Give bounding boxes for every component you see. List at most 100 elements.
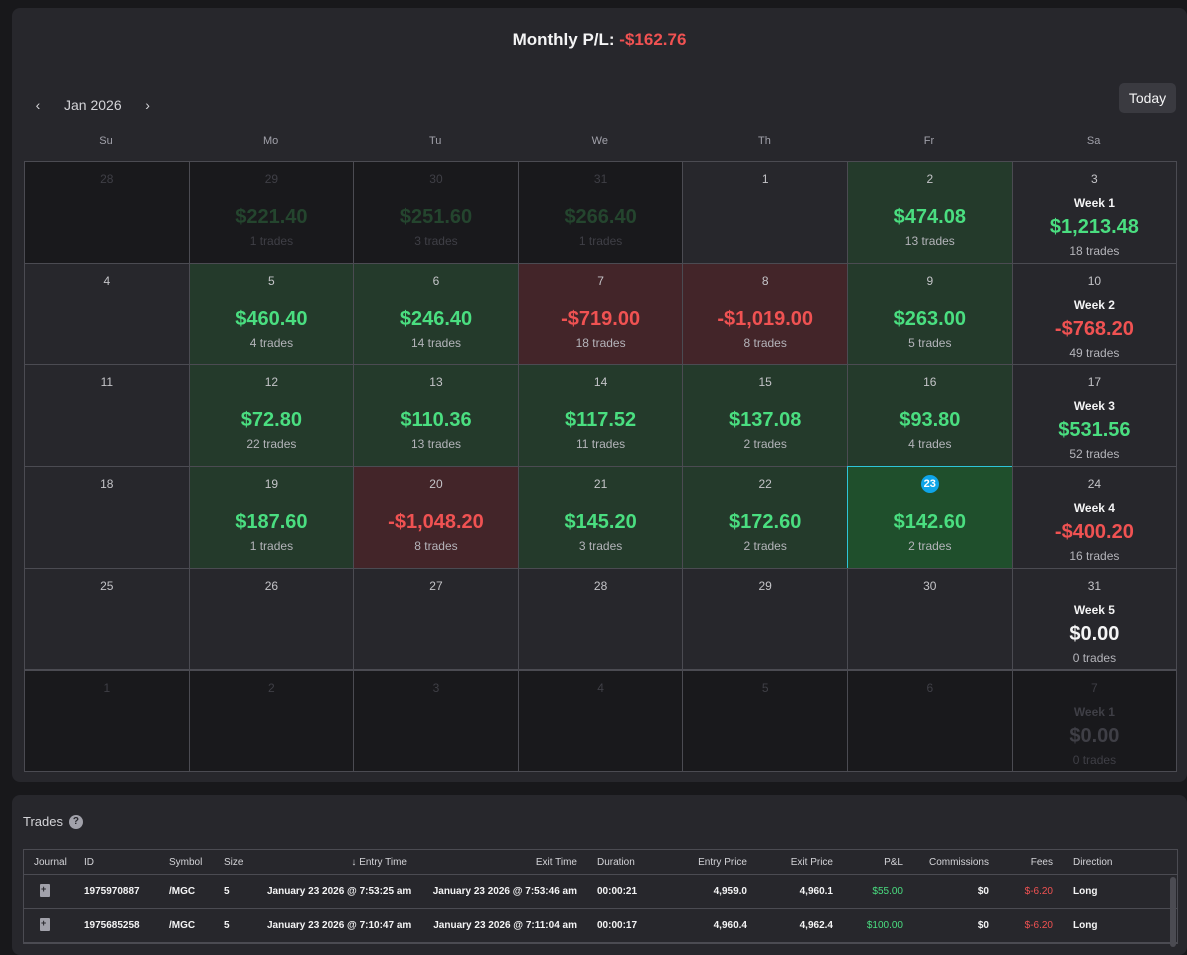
column-header-duration[interactable]: Duration bbox=[597, 856, 635, 868]
weekday-label-mo: Mo bbox=[262, 135, 279, 147]
column-header-exit-price[interactable]: Exit Price bbox=[790, 856, 833, 868]
cell-pl: $55.00 bbox=[872, 886, 903, 897]
day-cell[interactable]: 25 bbox=[24, 567, 190, 671]
selected-day-badge: 23 bbox=[920, 475, 939, 494]
day-cell: 28 bbox=[24, 161, 190, 264]
cell-journal[interactable] bbox=[24, 883, 74, 900]
day-cell[interactable]: 14 $117.52 11 trades bbox=[517, 364, 684, 468]
cell-journal[interactable] bbox=[24, 917, 74, 934]
day-cell[interactable]: 13 $110.36 13 trades bbox=[353, 364, 519, 468]
day-cell[interactable]: 11 bbox=[24, 364, 190, 468]
day-cell[interactable]: 27 bbox=[353, 567, 519, 671]
column-header-id[interactable]: ID bbox=[84, 856, 94, 868]
day-cell: 29 $221.40 1 trades bbox=[188, 161, 355, 264]
day-cell[interactable]: 1 bbox=[682, 161, 848, 264]
journal-add-note-icon[interactable] bbox=[40, 917, 50, 931]
day-cell[interactable]: 23 $142.60 2 trades bbox=[847, 466, 1013, 569]
week-summary-cell[interactable]: 31 Week 5 $0.00 0 trades bbox=[1011, 567, 1178, 671]
next-month-chevron-right-icon[interactable]: › bbox=[145, 97, 150, 113]
week-summary-cell[interactable]: 3 Week 1 $1,213.48 18 trades bbox=[1011, 161, 1178, 264]
week-label: Week 4 bbox=[1073, 501, 1115, 516]
help-icon[interactable]: ? bbox=[68, 814, 83, 829]
cell-size: 5 bbox=[224, 920, 230, 931]
day-cell[interactable]: 5 $460.40 4 trades bbox=[188, 262, 355, 366]
day-pl-amount: $72.80 bbox=[240, 409, 302, 432]
trades-table-body: 1975970887/MGC 5 January 23 2026 @ 7:53:25… bbox=[24, 875, 1177, 943]
week-summary-cell[interactable]: 17 Week 3 $531.56 52 trades bbox=[1011, 364, 1178, 468]
column-header-direction[interactable]: Direction bbox=[1073, 856, 1113, 868]
column-header-fees[interactable]: Fees bbox=[1030, 856, 1053, 868]
day-cell[interactable]: 21 $145.20 3 trades bbox=[517, 466, 684, 569]
today-button[interactable]: Today bbox=[1119, 83, 1176, 113]
day-pl-amount: $266.40 bbox=[564, 206, 637, 228]
trade-count: 13 trades bbox=[904, 234, 955, 248]
day-cell[interactable]: 22 $172.60 2 trades bbox=[682, 466, 848, 569]
day-number: 4 bbox=[597, 680, 604, 695]
cell-direction: Long bbox=[1073, 920, 1098, 931]
week-pl-amount: -$768.20 bbox=[1054, 317, 1134, 340]
day-cell[interactable]: 19 $187.60 1 trades bbox=[188, 466, 355, 569]
day-cell[interactable]: 26 bbox=[188, 567, 355, 671]
day-cell[interactable]: 4 bbox=[24, 262, 190, 366]
day-cell[interactable]: 2 $474.08 13 trades bbox=[847, 161, 1013, 264]
monthly-pl: Monthly P/L: -$162.76 bbox=[12, 30, 1187, 50]
day-number: 13 bbox=[429, 375, 443, 390]
week-pl-amount: -$400.20 bbox=[1054, 521, 1134, 544]
day-pl-amount: -$1,048.20 bbox=[388, 511, 484, 534]
week-summary-cell[interactable]: 24 Week 4 -$400.20 16 trades bbox=[1011, 466, 1178, 569]
column-header-journal[interactable]: Journal bbox=[34, 856, 67, 868]
prev-month-chevron-left-icon[interactable]: ‹ bbox=[35, 97, 41, 113]
day-number: 17 bbox=[1087, 375, 1102, 390]
week-pl-amount: $0.00 bbox=[1069, 724, 1120, 747]
day-pl-amount: $187.60 bbox=[235, 511, 308, 534]
column-header-size[interactable]: Size bbox=[224, 856, 244, 868]
day-number: 12 bbox=[264, 375, 279, 390]
day-cell[interactable]: 20 -$1,048.20 8 trades bbox=[353, 466, 519, 569]
month-navigator: ‹ Jan 2026 › bbox=[24, 90, 162, 120]
day-pl-amount: $246.40 bbox=[399, 307, 473, 330]
day-pl-amount: $93.80 bbox=[899, 409, 961, 432]
week-summary-cell[interactable]: 10 Week 2 -$768.20 49 trades bbox=[1011, 262, 1178, 366]
day-cell[interactable]: 29 bbox=[682, 567, 848, 671]
day-cell[interactable]: 7 -$719.00 18 trades bbox=[517, 262, 684, 366]
day-cell[interactable]: 15 $137.08 2 trades bbox=[682, 364, 848, 468]
day-cell[interactable]: 30 bbox=[847, 567, 1013, 671]
cell-size: 5 bbox=[224, 886, 230, 897]
day-number: 20 bbox=[429, 477, 443, 492]
trade-count: 2 trades bbox=[908, 539, 952, 554]
day-cell[interactable]: 12 $72.80 22 trades bbox=[188, 364, 355, 468]
day-number: 8 bbox=[761, 273, 769, 288]
day-cell[interactable]: 16 $93.80 4 trades bbox=[847, 364, 1013, 468]
day-number: 7 bbox=[597, 273, 604, 288]
sort-arrow-down-icon[interactable]: ↓ bbox=[351, 856, 357, 868]
column-header-entry-price[interactable]: Entry Price bbox=[698, 856, 747, 868]
column-header-p-l[interactable]: P&L bbox=[884, 856, 903, 868]
cell-duration: 00:00:21 bbox=[597, 886, 638, 897]
day-cell[interactable]: 18 bbox=[24, 466, 190, 569]
table-row[interactable]: 1975970887/MGC 5 January 23 2026 @ 7:53:25… bbox=[24, 875, 1177, 909]
trades-scrollbar[interactable] bbox=[1170, 877, 1176, 947]
day-cell[interactable]: 28 bbox=[517, 567, 684, 671]
day-number: 6 bbox=[432, 273, 440, 288]
trade-count: 49 trades bbox=[1069, 345, 1120, 360]
column-header-exit-time[interactable]: Exit Time bbox=[535, 856, 577, 868]
day-number: 7 bbox=[1091, 680, 1098, 695]
day-pl-amount: $221.40 bbox=[235, 206, 308, 228]
column-header-symbol[interactable]: Symbol bbox=[169, 856, 203, 868]
trade-count: 4 trades bbox=[249, 335, 294, 350]
table-row[interactable]: 1975685258/MGC 5 January 23 2026 @ 7:10:47… bbox=[24, 909, 1177, 943]
week-pl-amount: $1,213.48 bbox=[1049, 216, 1139, 238]
column-header-entry-time[interactable]: ↓ Entry Time bbox=[257, 857, 417, 868]
trades-heading: Trades ? bbox=[23, 814, 83, 829]
cell-commissions: $0 bbox=[977, 886, 989, 897]
journal-add-note-icon[interactable] bbox=[40, 883, 50, 897]
calendar-panel: Monthly P/L: -$162.76 ‹ Jan 2026 › Today… bbox=[12, 8, 1187, 782]
day-cell[interactable]: 9 $263.00 5 trades bbox=[847, 262, 1013, 366]
trade-count: 5 trades bbox=[908, 335, 952, 350]
day-cell[interactable]: 6 $246.40 14 trades bbox=[353, 262, 519, 366]
day-number: 24 bbox=[1087, 477, 1102, 492]
day-cell[interactable]: 8 -$1,019.00 8 trades bbox=[682, 262, 848, 366]
column-header-commissions[interactable]: Commissions bbox=[928, 856, 989, 868]
current-month-label: Jan 2026 bbox=[64, 97, 122, 113]
trade-count: 1 trades bbox=[578, 234, 623, 248]
